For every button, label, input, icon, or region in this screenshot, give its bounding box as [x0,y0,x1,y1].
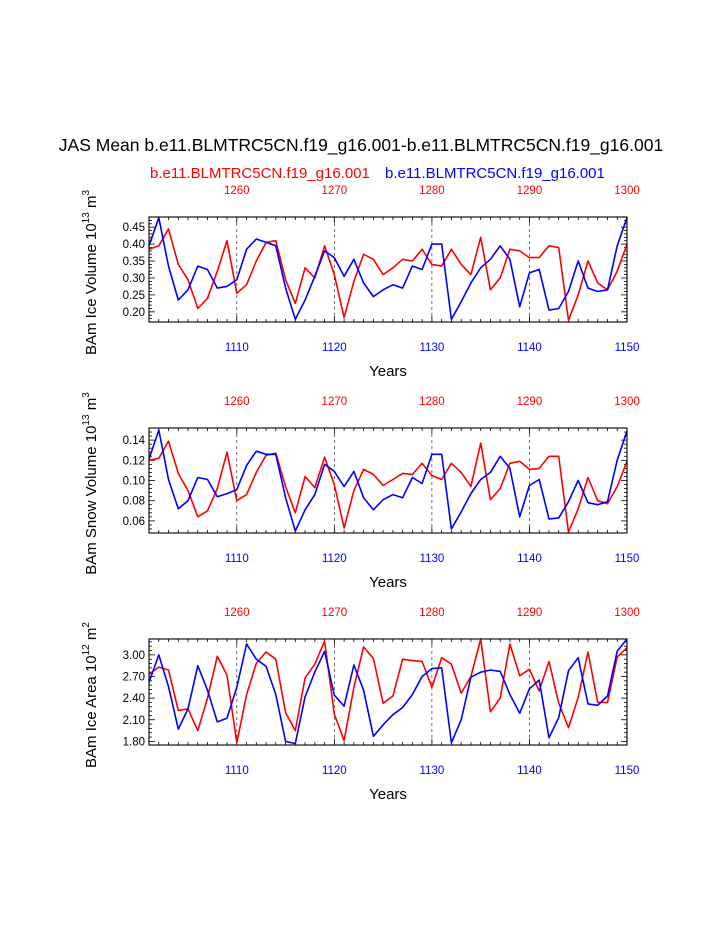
x-tick-label-bottom: 1140 [517,765,542,777]
x-tick-label-top: 1260 [224,607,250,619]
x-tick-label-bottom: 1140 [517,342,542,354]
x-tick-label-top: 1290 [517,185,543,197]
x-tick-label-top: 1300 [614,185,640,197]
x-tick-label-bottom: 1120 [322,342,347,354]
y-tick-label: 0.12 [123,455,145,467]
y-tick-label: 3.00 [123,650,145,662]
y-axis-label: BAm Ice Area 1012 m2 [81,622,100,768]
x-tick-label-top: 1280 [419,396,445,408]
y-axis-label-unit: m [83,628,100,645]
y-axis-label: BAm Ice Volume 1013 m3 [81,190,100,356]
series-line-blue [148,638,628,745]
x-axis-label: Years [369,363,407,380]
y-tick-label: 0.30 [123,273,145,285]
x-tick-label-bottom: 1140 [517,553,542,565]
y-tick-label: 0.08 [123,496,145,508]
x-tick-label-bottom: 1150 [615,342,640,354]
y-tick-label: 0.45 [123,222,145,234]
y-tick-label: 0.06 [123,516,145,528]
x-tick-label-top: 1270 [322,607,348,619]
x-tick-label-bottom: 1130 [420,553,445,565]
chart-panel-1: 0.20 0.25 0.30 0.35 0.40 0.45 1110 1120 1130 1140… [81,185,640,380]
y-tick-label: 1.80 [123,736,145,748]
x-tick-label-bottom: 1130 [420,765,445,777]
x-tick-label-top: 1270 [322,185,348,197]
y-axis-label-base: BAm Ice Area 10 [83,655,100,768]
x-tick-label-top: 1260 [224,185,250,197]
plot-frame [148,216,628,323]
y-axis-label-unit: m [83,196,100,213]
plot-frame [148,427,628,534]
y-axis-label-base: BAm Snow Volume 10 [83,426,100,575]
x-tick-label-bottom: 1120 [322,553,347,565]
series-line-blue [148,429,628,532]
chart-panel-2: 0.06 0.08 0.10 0.12 0.14 1110 1120 1130 1140 1150… [81,392,640,591]
y-axis-label-exp: 2 [81,622,92,628]
y-axis-label: BAm Snow Volume 1013 m3 [81,392,100,575]
y-tick-label: 2.40 [123,693,145,705]
y-tick-label: 2.70 [123,671,145,683]
x-tick-label-top: 1300 [614,607,640,619]
plot-frame [148,638,628,746]
y-tick-label: 0.35 [123,256,145,268]
legend-red-label: b.e11.BLMTRC5CN.f19_g16.001 [150,165,370,182]
legend-blue-label: b.e11.BLMTRC5CN.f19_g16.001 [385,165,605,182]
chart-panels: 0.20 0.25 0.30 0.35 0.40 0.45 1110 1120 1130 1140… [81,185,640,803]
y-tick-label: 0.20 [123,307,145,319]
x-tick-label-bottom: 1110 [225,342,249,354]
x-axis-label: Years [369,574,407,591]
series-line-blue [148,216,628,321]
y-axis-label-base: BAm Ice Volume 10 [83,223,100,355]
x-tick-label-bottom: 1110 [225,765,249,777]
figure-title: JAS Mean b.e11.BLMTRC5CN.f19_g16.001-b.e… [59,135,663,156]
x-tick-label-bottom: 1120 [322,765,347,777]
y-tick-label: 0.10 [123,476,145,488]
x-tick-label-top: 1290 [517,396,543,408]
x-tick-label-top: 1280 [419,185,445,197]
series-line-red [148,228,628,322]
series-line-red [148,440,628,533]
y-tick-label: 0.40 [123,239,145,251]
y-axis-label-exp: 3 [81,392,92,398]
x-tick-label-bottom: 1130 [420,342,445,354]
y-axis-label-exp: 13 [81,414,92,426]
chart-panel-3: 1.80 2.10 2.40 2.70 3.00 1110 1120 1130 1140 1150… [81,607,640,803]
x-tick-label-bottom: 1110 [225,553,249,565]
y-axis-label-unit: m [83,398,100,415]
x-tick-label-top: 1280 [419,607,445,619]
y-tick-label: 0.25 [123,290,145,302]
y-axis-label-exp: 12 [81,644,92,656]
x-tick-label-top: 1290 [517,607,543,619]
x-axis-label: Years [369,786,407,803]
series-line-red [148,638,628,744]
x-tick-label-bottom: 1150 [615,553,640,565]
x-tick-label-top: 1270 [322,396,348,408]
y-axis-label-exp: 3 [81,190,92,196]
x-tick-label-bottom: 1150 [615,765,640,777]
x-tick-label-top: 1300 [614,396,640,408]
y-tick-label: 0.14 [123,435,146,447]
y-tick-label: 2.10 [123,715,145,727]
x-tick-label-top: 1260 [224,396,250,408]
y-axis-label-exp: 13 [81,212,92,224]
